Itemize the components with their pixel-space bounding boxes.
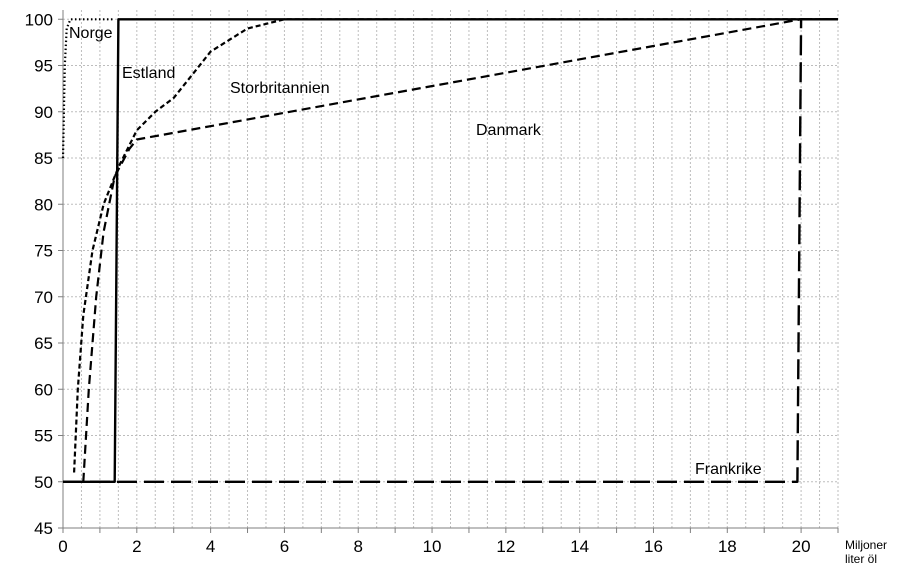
series-line-danmark bbox=[82, 18, 838, 482]
x-tick-label: 4 bbox=[206, 537, 215, 556]
series-line-storbritannien bbox=[73, 18, 838, 473]
x-tick-label: 16 bbox=[644, 537, 663, 556]
label-estland: Estland bbox=[122, 65, 175, 82]
x-tick-label: 10 bbox=[423, 537, 442, 556]
label-norge: Norge bbox=[69, 25, 113, 42]
tick-labels: 0 2 4 6 8 10 12 14 16 18 20 45 50 55 60 65 70 75 80 85 90 95 1… bbox=[25, 10, 811, 556]
x-tick-label: 20 bbox=[792, 537, 811, 556]
x-tick-label: 2 bbox=[132, 537, 141, 556]
x-tick-label: 18 bbox=[718, 537, 737, 556]
label-frankrike: Frankrike bbox=[695, 461, 762, 478]
label-storbritannien: Storbritannien bbox=[230, 80, 330, 97]
y-tick-label: 95 bbox=[34, 57, 53, 76]
y-tick-label: 85 bbox=[34, 149, 53, 168]
y-tick-label: 90 bbox=[34, 103, 53, 122]
x-tick-label: 12 bbox=[496, 537, 515, 556]
x-tick-label: 8 bbox=[354, 537, 363, 556]
y-tick-label: 75 bbox=[34, 242, 53, 261]
y-tick-label: 65 bbox=[34, 334, 53, 353]
x-unit-label-line2: liter öl bbox=[845, 552, 877, 566]
x-tick-label: 6 bbox=[280, 537, 289, 556]
x-tick-label: 14 bbox=[570, 537, 589, 556]
y-tick-label: 45 bbox=[34, 519, 53, 538]
y-tick-label: 50 bbox=[34, 473, 53, 492]
series-lines bbox=[61, 18, 838, 483]
axes bbox=[58, 10, 839, 533]
y-tick-label: 80 bbox=[34, 195, 53, 214]
series-line-frankrike bbox=[63, 18, 838, 483]
y-tick-label: 60 bbox=[34, 380, 53, 399]
grid bbox=[63, 10, 839, 528]
y-tick-label: 70 bbox=[34, 288, 53, 307]
y-tick-label: 100 bbox=[25, 10, 53, 29]
x-tick-label: 0 bbox=[58, 537, 67, 556]
series-line-estland bbox=[63, 18, 838, 483]
y-tick-label: 55 bbox=[34, 427, 53, 446]
x-unit-label-line1: Miljoner bbox=[845, 538, 887, 552]
label-danmark: Danmark bbox=[476, 122, 542, 139]
